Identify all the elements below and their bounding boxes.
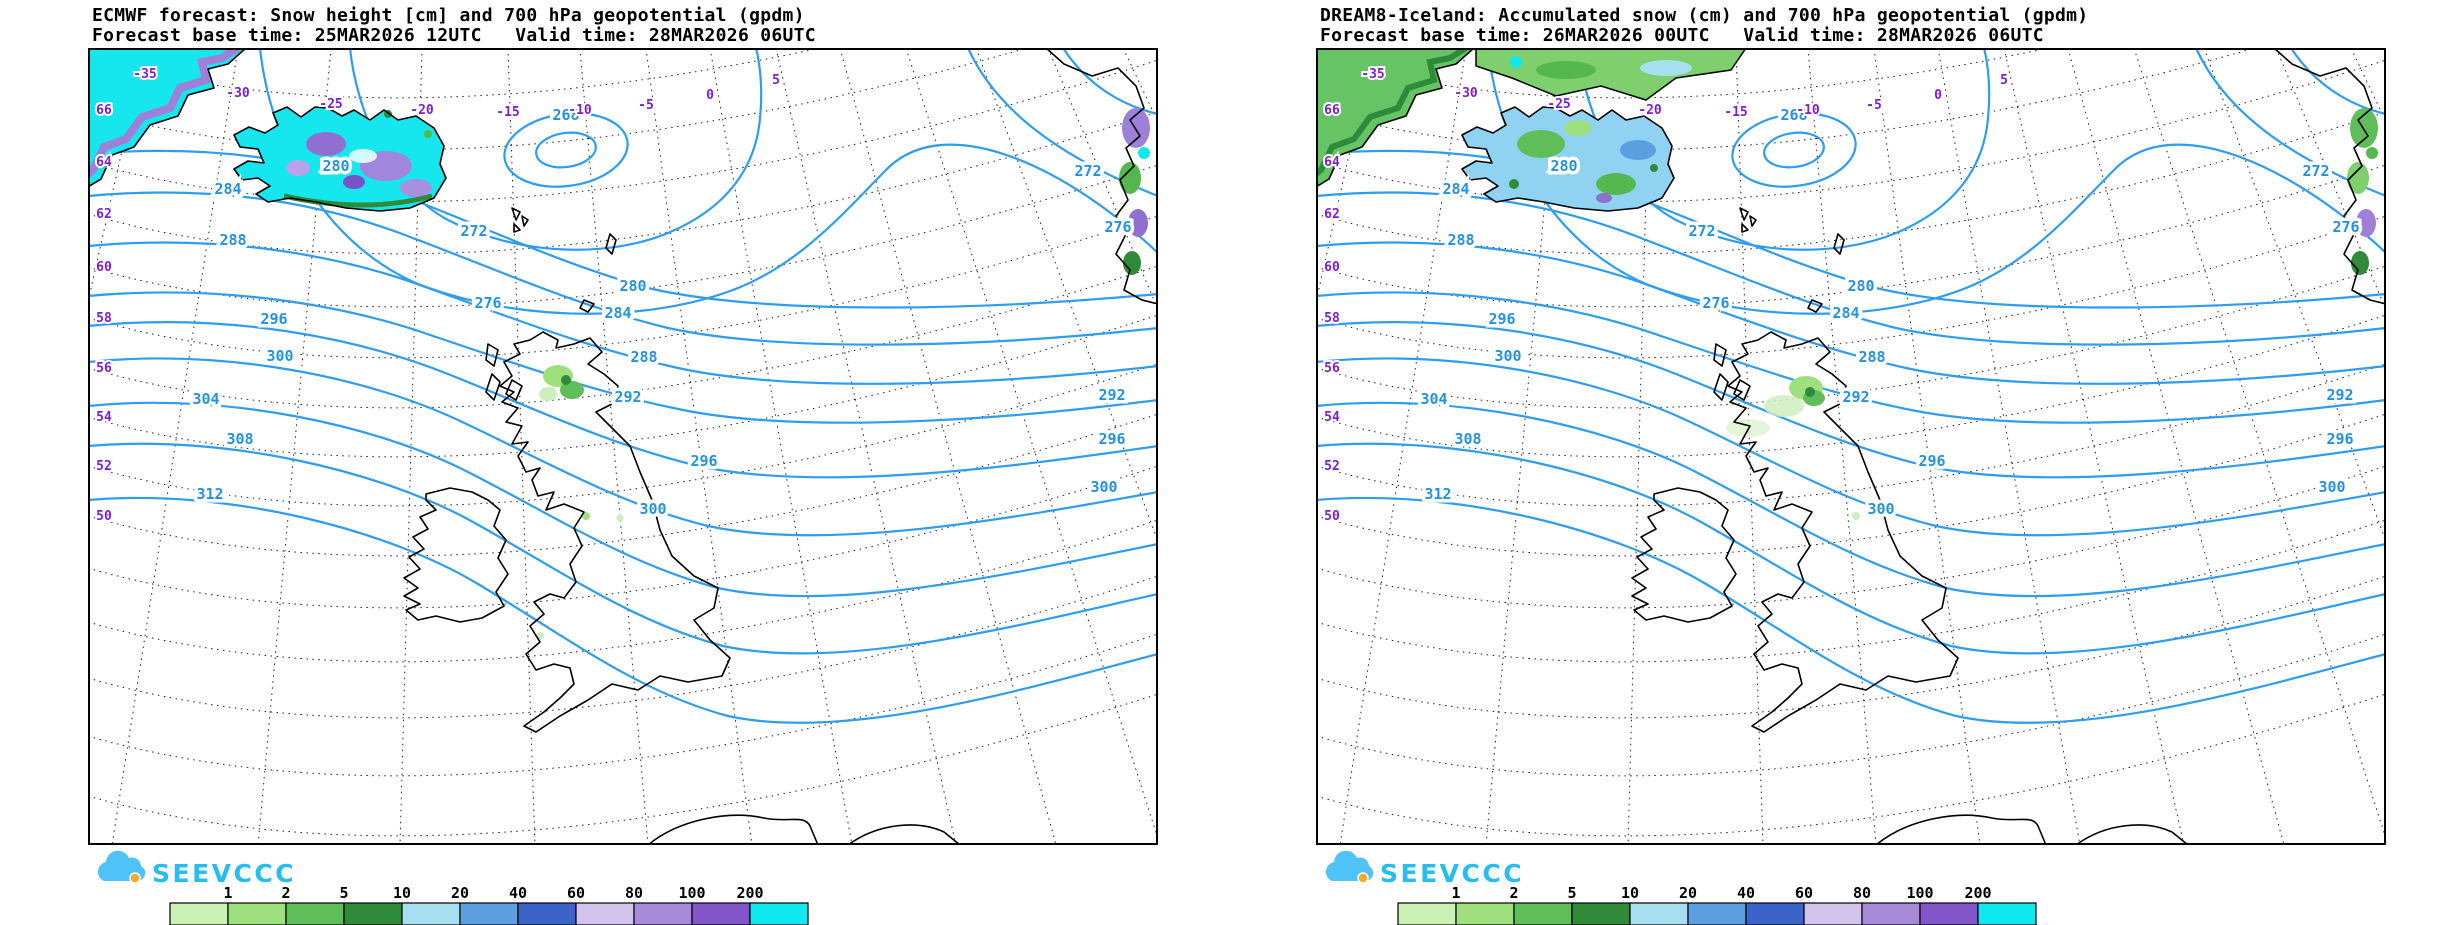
panel-ecmwf-titles: ECMWF forecast: Snow height [cm] and 700… — [92, 6, 1228, 46]
map-ecmwf — [88, 48, 1160, 847]
map-svg-ecmwf — [88, 48, 1158, 845]
logo-row — [90, 851, 1228, 885]
contours — [88, 48, 1158, 723]
colorbar-svg — [140, 885, 840, 925]
logo-row — [1318, 851, 2456, 885]
panel-title: DREAM8-Iceland: Accumulated snow (cm) an… — [1320, 5, 2089, 26]
map-border — [1316, 48, 2386, 845]
panel-dream8-titles: DREAM8-Iceland: Accumulated snow (cm) an… — [1320, 6, 2456, 46]
norway-snow-patches — [2347, 108, 2378, 275]
colorbar-svg — [1368, 885, 2068, 925]
logo-svg — [90, 851, 350, 885]
map-svg-dream8 — [1316, 48, 2386, 845]
scotland-snow-patches — [536, 365, 624, 640]
contours — [1316, 48, 2386, 723]
map-dream8 — [1316, 48, 2388, 847]
colorbar-row — [1368, 885, 2456, 925]
norway-snow-patches — [1119, 108, 1150, 275]
panel-ecmwf: ECMWF forecast: Snow height [cm] and 700… — [88, 6, 1228, 925]
panel-title: ECMWF forecast: Snow height [cm] and 700… — [92, 5, 805, 26]
logo-svg — [1318, 851, 1578, 885]
greenland-coastal-strip — [1475, 48, 1747, 101]
colorbar-row — [140, 885, 1228, 925]
panel-subtitle: Forecast base time: 25MAR2026 12UTC Vali… — [92, 25, 816, 46]
panel-subtitle: Forecast base time: 26MAR2026 00UTC Vali… — [1320, 25, 2044, 46]
map-border — [88, 48, 1158, 845]
iceland-snow-patches — [1509, 120, 1658, 203]
panel-dream8: DREAM8-Iceland: Accumulated snow (cm) an… — [1228, 0, 2456, 925]
